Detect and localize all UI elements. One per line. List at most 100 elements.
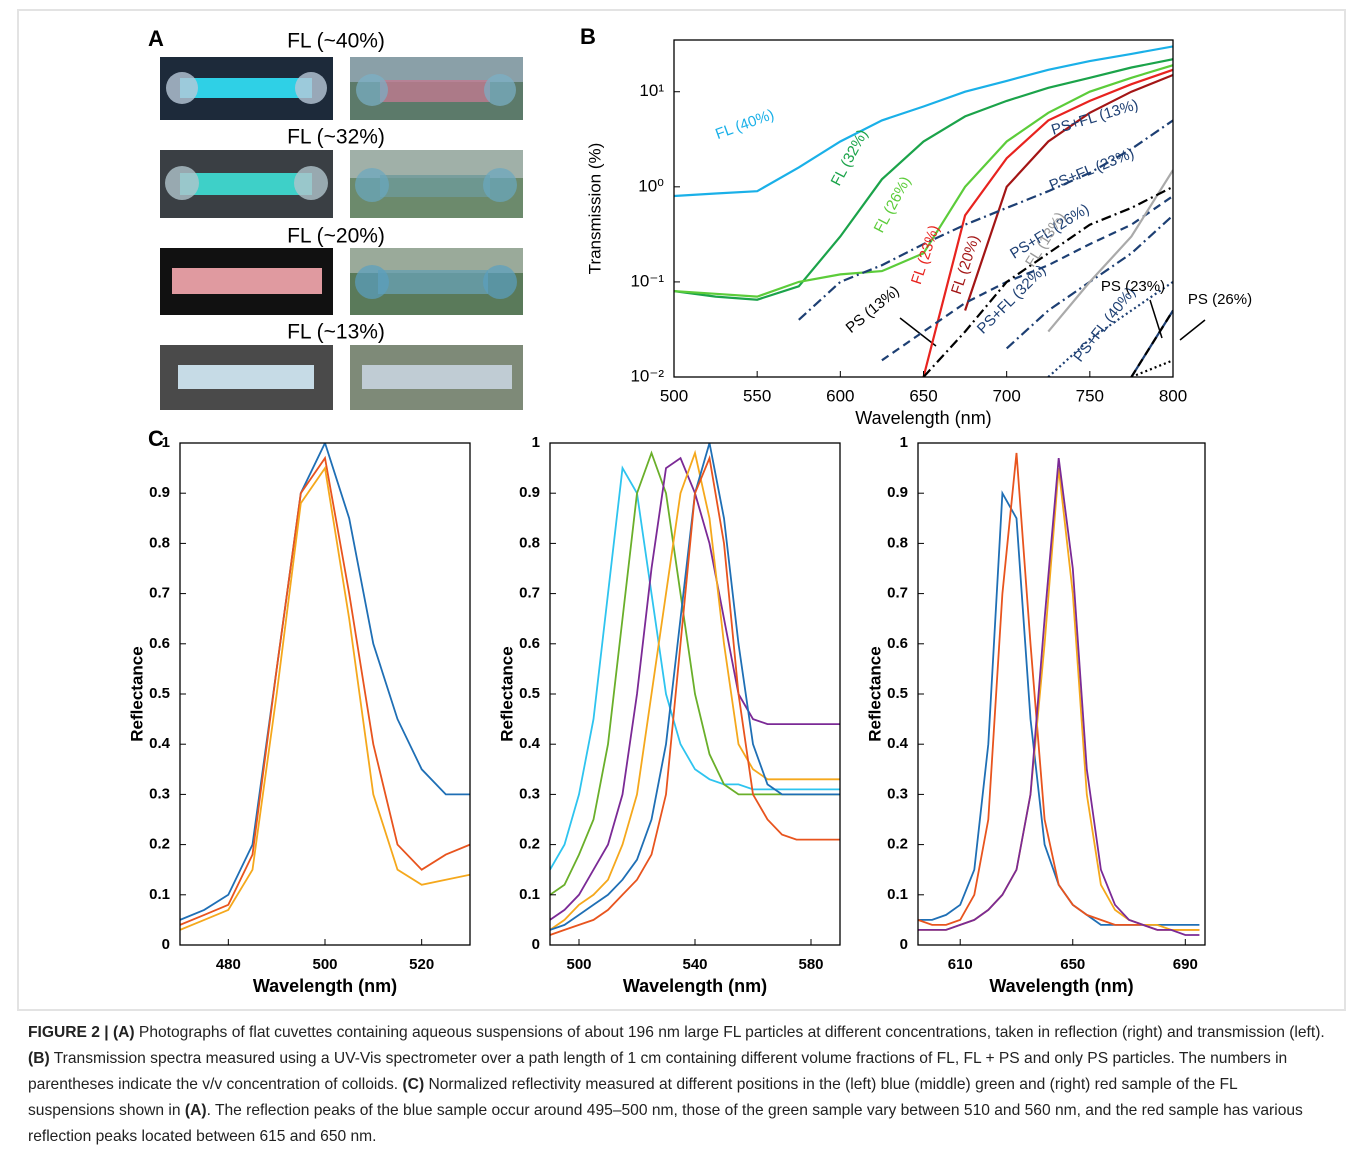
y-tick-label: 0.3 (887, 785, 908, 802)
y-tick-label: 10⁰ (638, 176, 664, 195)
y-axis-label: Reflectance (865, 646, 884, 741)
x-tick-label: 800 (1159, 386, 1187, 405)
series-line (922, 68, 1173, 377)
series-line (550, 465, 840, 871)
series-line (550, 443, 840, 931)
y-tick-label: 0.5 (149, 685, 170, 702)
y-tick-label: 0 (162, 936, 170, 953)
caption-run: Transmission spectra measured using a UV… (28, 1050, 1288, 1093)
figure-frame (17, 9, 1346, 1011)
x-tick-label: 690 (1173, 956, 1198, 973)
series-line (550, 449, 840, 931)
y-tick-label: 0.7 (149, 585, 170, 602)
series-label: PS (23%) (1101, 278, 1165, 295)
series-line (550, 454, 840, 936)
series-label: PS+FL (32%) (974, 262, 1050, 338)
y-tick-label: 0.8 (887, 534, 908, 551)
panel-label: C (148, 426, 164, 451)
y-tick-label: 0 (532, 936, 540, 953)
series-line (550, 450, 840, 896)
y-axis-label: Transmission (%) (585, 143, 604, 275)
photos (160, 57, 523, 410)
x-tick-label: 540 (682, 956, 707, 973)
x-tick-label: 610 (948, 956, 973, 973)
caption-run: (C) (402, 1076, 425, 1093)
x-axis-label: Wavelength (nm) (989, 976, 1133, 996)
x-axis-label: Wavelength (nm) (623, 976, 767, 996)
y-tick-label: 0.9 (519, 484, 540, 501)
y-tick-label: 0.2 (887, 836, 908, 853)
x-tick-label: 500 (566, 956, 591, 973)
y-tick-label: 0.6 (149, 635, 170, 652)
photo-title: FL (~40%) (287, 30, 385, 53)
y-tick-label: 0.3 (149, 785, 170, 802)
x-axis-label: Wavelength (nm) (253, 976, 397, 996)
plot-area (550, 443, 840, 936)
series-line (918, 467, 1200, 931)
x-tick-label: 650 (909, 386, 937, 405)
x-axis-label: Wavelength (nm) (855, 408, 991, 428)
series-line (1047, 280, 1173, 377)
caption-run: Normalized reflectivity measured at diff… (28, 1076, 1238, 1119)
plot-area (674, 45, 1173, 377)
caption-run: Photographs of flat cuvettes containing … (134, 1024, 1325, 1041)
y-tick-label: 1 (532, 434, 540, 451)
y-tick-label: 10⁻² (630, 366, 664, 385)
series-line (674, 45, 1173, 198)
series-line (1130, 309, 1173, 377)
y-tick-label: 1 (162, 434, 170, 451)
y-tick-label: 0.6 (887, 635, 908, 652)
series-label: PS+FL (13%) (1049, 96, 1140, 139)
panel-label: A (148, 26, 164, 51)
caption: FIGURE 2 | (A) Photographs of flat cuvet… (28, 1020, 1328, 1150)
series-line (1047, 169, 1173, 333)
axes-box (917, 442, 1206, 946)
y-tick-label: 0.5 (519, 685, 540, 702)
caption-run: (B) (28, 1050, 50, 1067)
series-line (918, 457, 1200, 936)
y-tick-label: 0.8 (149, 534, 170, 551)
series-line (180, 465, 470, 931)
y-tick-label: 0.8 (519, 534, 540, 551)
y-tick-label: 10¹ (639, 81, 664, 100)
x-tick-label: 700 (992, 386, 1020, 405)
series-label: FL (40%) (713, 106, 776, 143)
series-label: FL (26%) (871, 174, 915, 236)
caption-run: FIGURE 2 | (A) (28, 1024, 135, 1041)
series-label: PS (13%) (843, 282, 903, 336)
figure: A FL (~40%) FL (~32%) FL (~20%) FL (~13%… (17, 9, 1346, 1011)
y-tick-label: 1 (900, 434, 908, 451)
series-label: PS (26%) (1188, 291, 1252, 308)
x-tick-label: 500 (660, 386, 688, 405)
y-tick-label: 0.5 (887, 685, 908, 702)
axes-box (179, 442, 471, 946)
y-tick-label: 0.2 (149, 836, 170, 853)
photo-title: FL (~13%) (287, 321, 385, 344)
series-label: PS+FL (40%) (1070, 284, 1139, 365)
y-tick-label: 0.9 (149, 484, 170, 501)
plot-area (180, 443, 470, 931)
y-tick-label: 0.1 (887, 886, 908, 903)
photo-title: FL (~20%) (287, 225, 385, 248)
plot-area (918, 452, 1200, 936)
series-line (881, 195, 1173, 362)
series-line (674, 58, 1173, 301)
caption-run: . The reflection peaks of the blue sampl… (28, 1102, 1303, 1145)
x-tick-label: 600 (826, 386, 854, 405)
x-tick-label: 750 (1076, 386, 1104, 405)
series-line (674, 64, 1173, 298)
y-tick-label: 0.9 (887, 484, 908, 501)
y-tick-label: 0.4 (519, 735, 541, 752)
x-tick-label: 580 (798, 956, 823, 973)
y-tick-label: 0.7 (519, 585, 540, 602)
series-line (964, 73, 1173, 311)
y-tick-label: 0.4 (887, 735, 909, 752)
x-tick-label: 650 (1060, 956, 1085, 973)
x-tick-label: 550 (743, 386, 771, 405)
series-line (180, 443, 470, 921)
y-axis-label: Reflectance (497, 646, 516, 741)
photo-title: FL (~32%) (287, 126, 385, 149)
series-line (922, 185, 1173, 377)
x-tick-label: 480 (216, 956, 241, 973)
